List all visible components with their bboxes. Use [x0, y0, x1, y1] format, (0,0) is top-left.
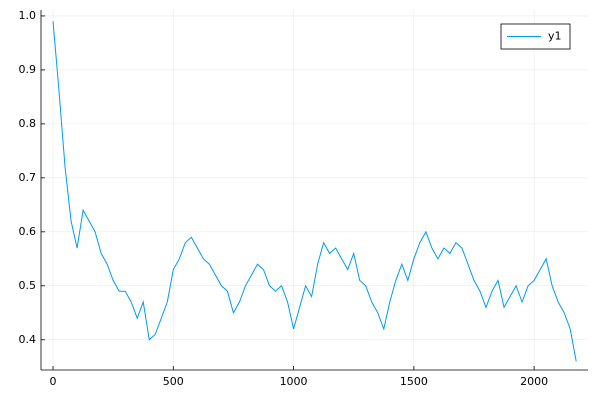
legend-label: y1 — [548, 30, 562, 43]
line — [52, 21, 577, 362]
x-tick-label: 1500 — [400, 375, 428, 388]
y-tick-label: 1.0 — [19, 9, 37, 22]
x-tick-label: 0 — [50, 375, 57, 388]
x-tick-label: 500 — [163, 375, 184, 388]
y-tick-label: 0.7 — [19, 171, 37, 184]
x-tick-label: 1000 — [280, 375, 308, 388]
y-tick-label: 0.8 — [19, 117, 37, 130]
y-tick-label: 0.5 — [19, 279, 37, 292]
y-tick-label: 0.6 — [19, 225, 37, 238]
y-tick-label: 0.9 — [19, 63, 37, 76]
y-tick-label: 0.4 — [19, 333, 37, 346]
x-tick-label: 2000 — [520, 375, 548, 388]
